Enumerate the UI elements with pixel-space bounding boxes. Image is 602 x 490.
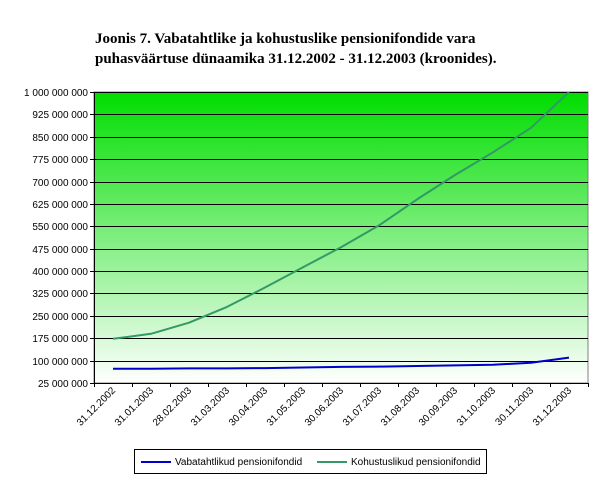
x-tick-label: 28.02.2003 [151,385,194,428]
legend-label-vabatahtlikud: Vabatahtlikud pensionifondid [175,456,303,468]
y-axis: 25 000 000 100 000 000 175 000 000 250 000 … [24,88,95,390]
y-tick-label: 25 000 000 [38,379,88,390]
plot-area [93,91,589,384]
x-tick-label: 31.08.2003 [379,385,422,428]
x-tick-label: 31.07.2003 [341,385,384,428]
x-tick-label: 31.12.2002 [75,385,118,428]
y-tick-label: 1 000 000 000 [24,88,88,99]
legend: Vabatahtlikud pensionifondid Kohustuslik… [134,449,487,474]
x-tick-label: 30.04.2003 [227,385,270,428]
x-tick-label: 31.01.2003 [113,385,156,428]
y-tick-label: 100 000 000 [32,357,88,368]
chart-title-line-1: Joonis 7. Vabatahtlike ja kohustuslike p… [95,31,476,47]
x-tick-label: 31.05.2003 [265,385,308,428]
y-tick-label: 550 000 000 [32,222,88,233]
x-tick-label: 30.06.2003 [303,385,346,428]
y-tick-label: 325 000 000 [32,289,88,300]
y-tick-label: 775 000 000 [32,155,88,166]
y-tick-label: 175 000 000 [32,334,88,345]
legend-label-kohustuslikud: Kohustuslikud pensionifondid [351,456,481,468]
chart-title-line-2: puhasväärtuse dünaamika 31.12.2002 - 31.… [95,51,497,67]
y-tick-label: 850 000 000 [32,133,88,144]
y-tick-label: 250 000 000 [32,312,88,323]
series-line-1 [112,91,570,340]
x-tick-label: 31.10.2003 [455,385,498,428]
x-tick-label: 31.12.2003 [531,385,574,428]
x-axis: 31.12.200231.01.200328.02.200331.03.2003… [75,383,589,429]
y-tick-label: 625 000 000 [32,200,88,211]
x-tick-label: 30.11.2003 [493,385,536,428]
legend-swatch-kohustuslikud [317,461,347,463]
legend-swatch-vabatahtlikud [141,461,171,463]
chart-title: Joonis 7. Vabatahtlike ja kohustuslike p… [95,29,575,69]
y-tick-label: 925 000 000 [32,110,88,121]
legend-item-kohustuslikud: Kohustuslikud pensionifondid [317,456,481,468]
grid-lines [94,92,588,384]
x-tick-label: 31.03.2003 [189,385,232,428]
y-tick-label: 400 000 000 [32,267,88,278]
y-tick-label: 700 000 000 [32,178,88,189]
x-tick-label: 30.09.2003 [417,385,460,428]
series-line-0 [113,356,570,370]
y-tick-label: 475 000 000 [32,245,88,256]
series-lines [112,91,570,370]
legend-item-vabatahtlikud: Vabatahtlikud pensionifondid [141,456,302,468]
